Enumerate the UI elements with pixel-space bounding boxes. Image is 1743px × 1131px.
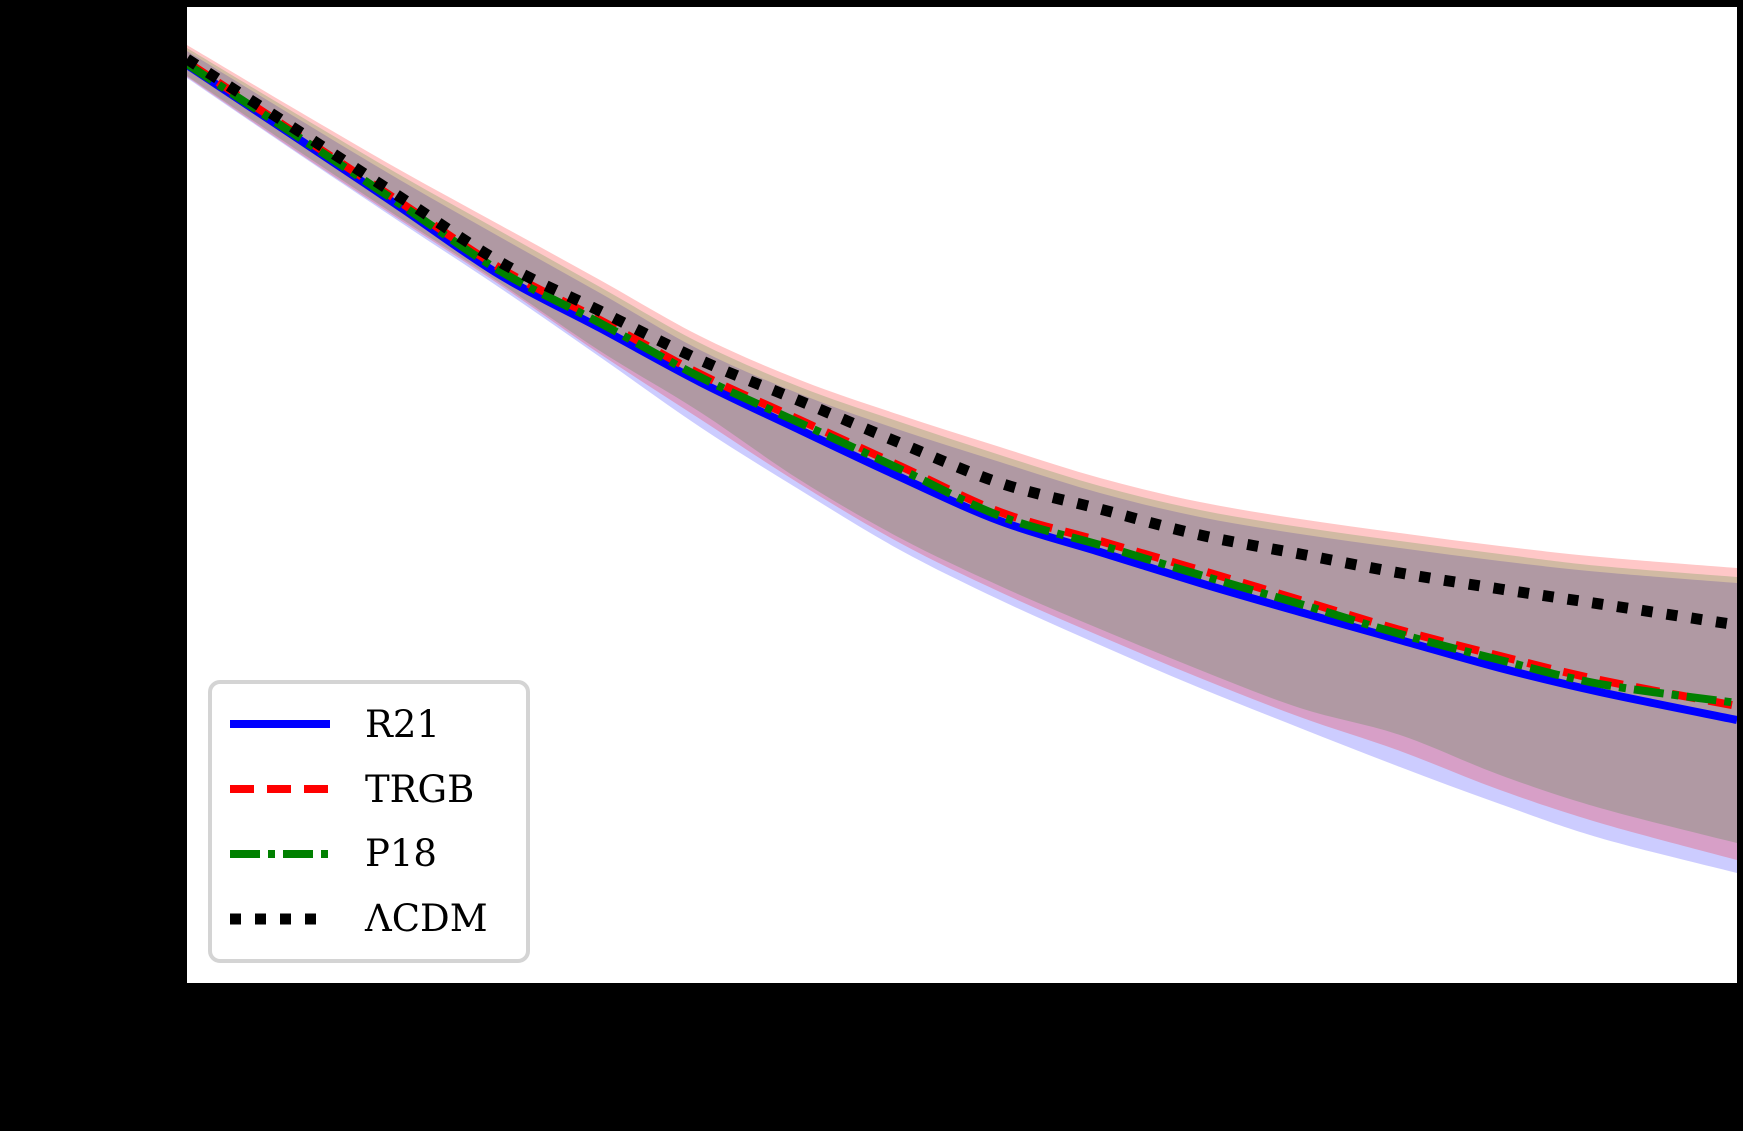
chart-canvas [187,45,1737,873]
plot-area: R21 TRGB P18 ΛCDM [187,7,1737,983]
confidence-band-p18 [187,48,1737,843]
curve-p18 [187,60,1737,707]
confidence-band-r21 [187,51,1737,873]
legend-label-r21: R21 [365,702,440,746]
legend-line-sample-lcdm [230,913,330,925]
legend-row-lcdm: ΛCDM [228,900,520,937]
curve-lcdm [187,54,1737,631]
legend-row-p18: P18 [228,835,520,872]
legend-line-sample-p18 [230,849,330,858]
legend-label-trgb: TRGB [365,767,475,811]
legend-line-sample-trgb [230,785,330,794]
legend-row-r21: R21 [228,706,520,743]
legend-box: R21 TRGB P18 ΛCDM [208,680,530,963]
legend-row-trgb: TRGB [228,771,520,808]
legend-label-lcdm: ΛCDM [365,897,488,941]
legend-label-p18: P18 [365,832,437,876]
confidence-band-trgb [187,45,1737,860]
legend-line-sample-r21 [230,720,330,729]
